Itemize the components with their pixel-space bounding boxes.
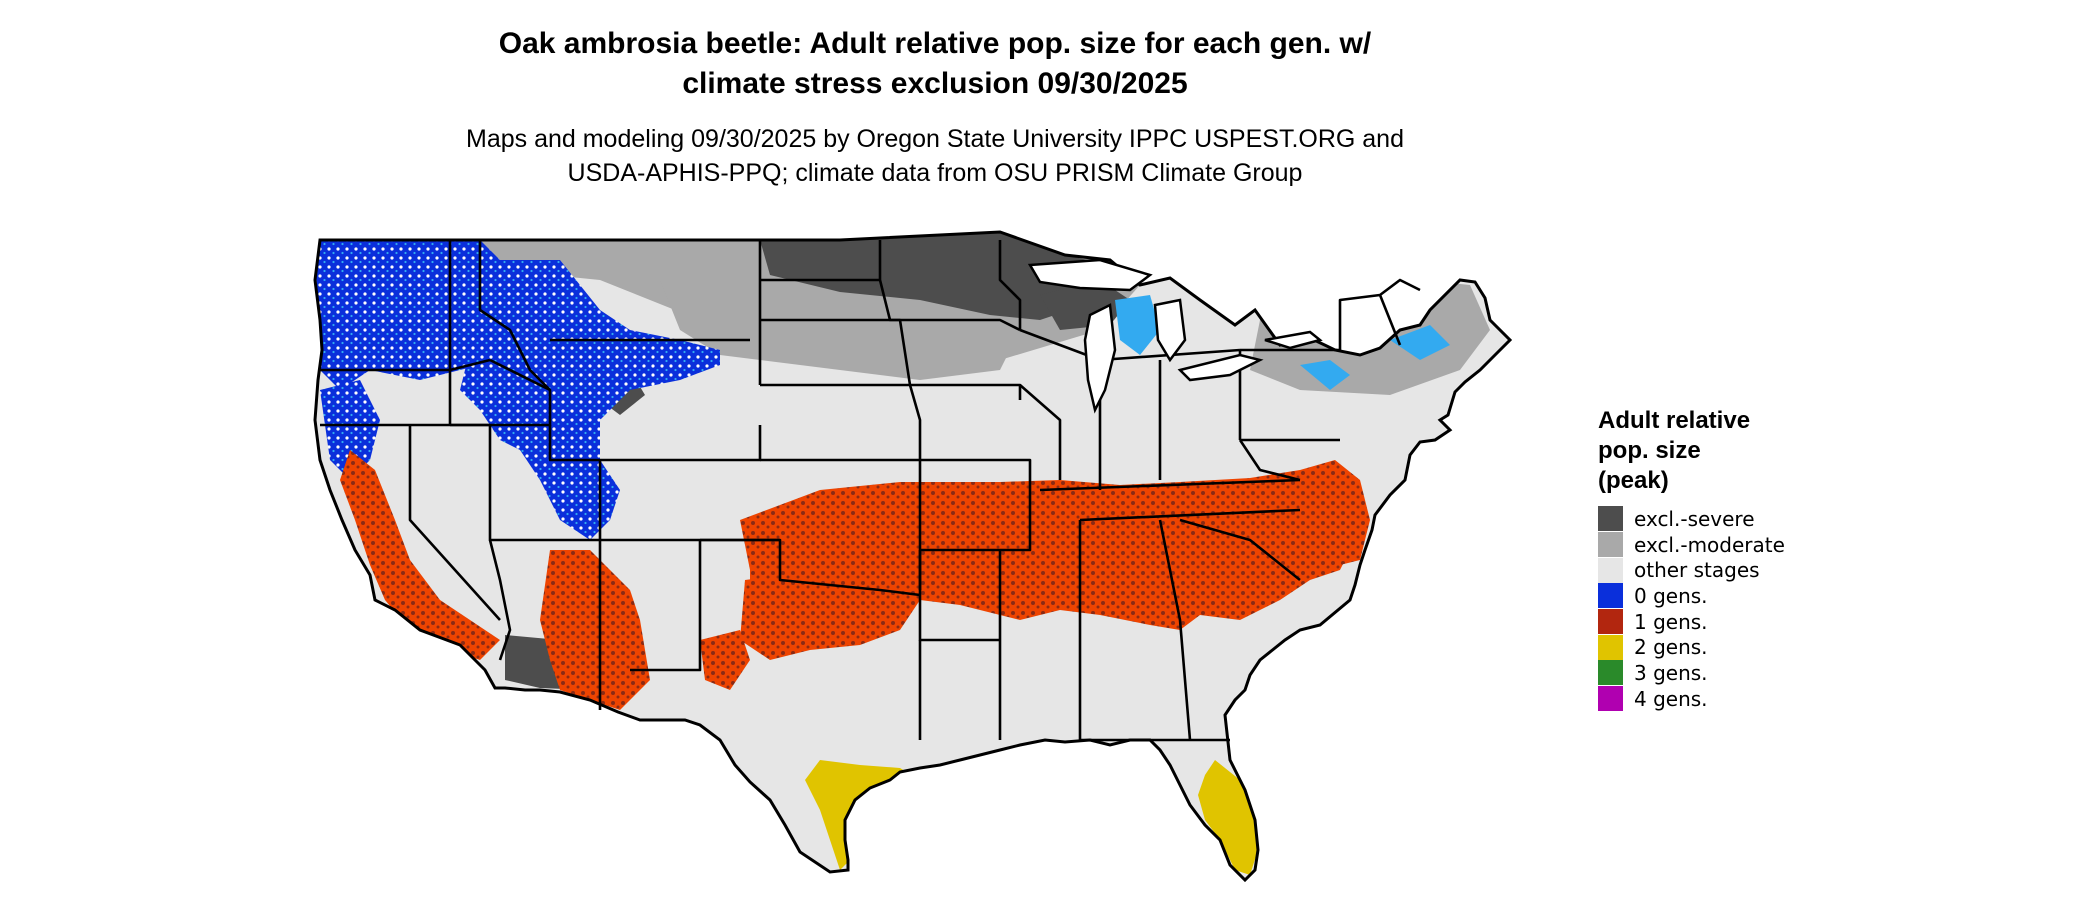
legend-swatch [1598, 557, 1623, 583]
great-lakes [1027, 258, 1323, 414]
region-excl-severe-north [760, 232, 1110, 320]
region-one-gen-california [340, 450, 500, 660]
us-map [313, 230, 1512, 882]
legend-label: 4 gens. [1634, 686, 1708, 711]
state-borders [318, 240, 1421, 742]
legend-swatch [1598, 532, 1623, 558]
legend-title: Adult relative pop. size (peak) [1598, 406, 1785, 496]
map-title-line-2: climate stress exclusion 09/30/2025 [682, 67, 1188, 100]
map-fill-layers [315, 232, 1490, 875]
legend-title-line-1: Adult relative [1598, 407, 1751, 434]
border-wy-co [548, 425, 762, 462]
lake-superior [1027, 258, 1153, 292]
map-subtitle-line-1: Maps and modeling 09/30/2025 by Oregon S… [466, 125, 1404, 153]
legend-label: excl.-moderate [1634, 532, 1785, 557]
map-subtitle: Maps and modeling 09/30/2025 by Oregon S… [0, 122, 1870, 190]
border-ut-co-az-nm [488, 425, 602, 542]
legend-swatch [1598, 634, 1623, 660]
border-il-mo [1019, 384, 1062, 480]
border-mn-ia [900, 318, 1021, 332]
region-one-gen-arizona [540, 550, 650, 710]
region-zero-gens-sierra [320, 380, 380, 480]
lake-huron [1153, 298, 1187, 363]
border-id-mt [478, 240, 551, 391]
border-az-ca [488, 539, 512, 661]
legend-swatch [1598, 609, 1623, 635]
legend-swatch [1598, 506, 1623, 532]
legend-swatch [1598, 583, 1623, 609]
border-mn-wi [998, 240, 1022, 330]
region-one-gen-new-mexico [700, 630, 750, 690]
legend-item-3-gens: 3 gens. [1598, 660, 1785, 686]
lake-erie [1177, 353, 1264, 382]
border-vt-nh [1378, 294, 1402, 346]
map-title-line-1: Oak ambrosia beetle: Adult relative pop.… [498, 27, 1372, 60]
border-ne-ks [760, 383, 922, 460]
legend-label: 3 gens. [1634, 660, 1708, 685]
border-id-wy-ut [450, 358, 552, 427]
legend-item-1-gens: 1 gens. [1598, 609, 1785, 635]
legend-item-excl-severe: excl.-severe [1598, 506, 1785, 532]
map-subtitle-line-2: USDA-APHIS-PPQ; climate data from OSU PR… [567, 159, 1303, 187]
region-one-gen-texas [740, 570, 920, 660]
legend-item-excl-moderate: excl.-moderate [1598, 532, 1785, 558]
border-ok-tx [700, 538, 921, 597]
border-al-ga [1158, 519, 1192, 741]
legend-item-0-gens: 0 gens. [1598, 583, 1785, 609]
lake-michigan [1083, 303, 1117, 414]
border-mo-ar [920, 458, 1032, 552]
region-zero-gens-northeast [1300, 360, 1350, 390]
border-nv-ca [408, 425, 501, 621]
legend-item-4-gens: 4 gens. [1598, 686, 1785, 712]
region-one-gen-virginia [1300, 460, 1370, 565]
region-zero-gens-new-england [1390, 325, 1450, 360]
map-title: Oak ambrosia beetle: Adult relative pop.… [0, 24, 1870, 104]
region-zero-gens-rockies [460, 260, 720, 540]
border-nm-tx [630, 540, 702, 672]
legend-swatch [1598, 660, 1623, 686]
border-va-wv [1238, 439, 1301, 482]
legend-item-2-gens: 2 gens. [1598, 634, 1785, 660]
map-legend: Adult relative pop. size (peak) excl.-se… [1598, 406, 1785, 712]
border-mn-dakotas [878, 240, 900, 322]
border-ga-sc [1179, 518, 1301, 582]
border-nc-tn [1079, 508, 1301, 522]
legend-item-other-stages: other stages [1598, 557, 1785, 583]
lake-ontario [1264, 330, 1323, 350]
border-tn-ky [1039, 478, 1301, 492]
legend-title-line-2: pop. size [1598, 437, 1701, 464]
legend-label: 1 gens. [1634, 609, 1708, 634]
legend-label: other stages [1634, 558, 1760, 583]
legend-label: excl.-severe [1634, 506, 1755, 531]
region-excl-moderate-plains [660, 280, 1020, 380]
legend-title-line-3: (peak) [1598, 467, 1669, 494]
legend-swatch [1598, 686, 1623, 712]
legend-label: 0 gens. [1634, 583, 1708, 608]
region-zero-gens-michigan [1115, 295, 1160, 355]
legend-label: 2 gens. [1634, 635, 1708, 660]
